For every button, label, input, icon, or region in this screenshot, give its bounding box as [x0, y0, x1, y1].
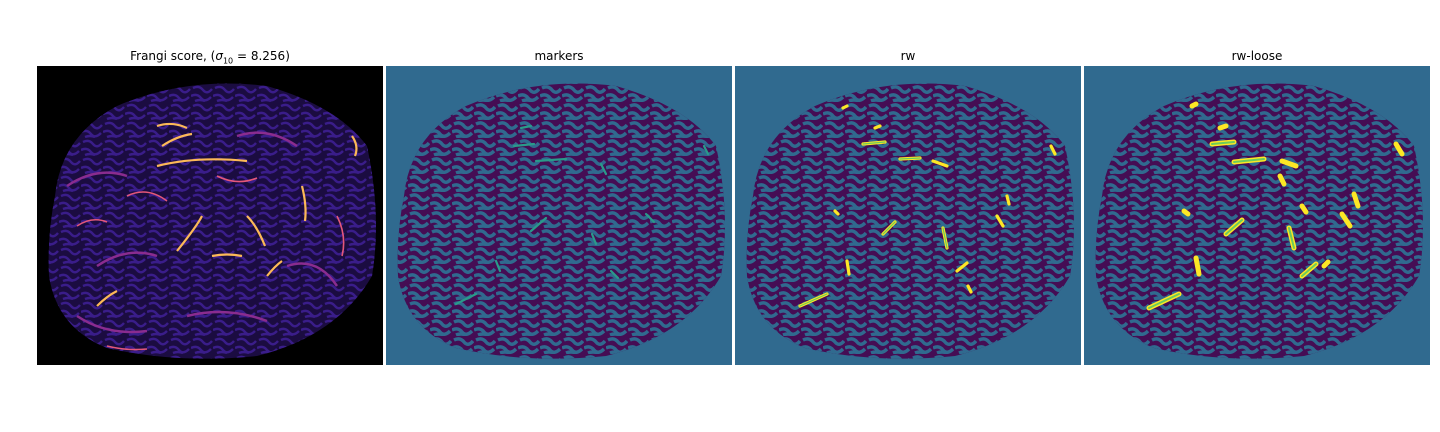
rw-image-panel: [735, 66, 1081, 365]
rw-loose-image: [1084, 66, 1430, 365]
frangi-image: [37, 66, 383, 365]
frangi-vessels: [96, 122, 358, 307]
rw-image: [735, 66, 1081, 365]
title-prefix: Frangi score, (: [130, 49, 216, 63]
title-subscript: 10: [222, 56, 234, 66]
marker-segments: [454, 124, 710, 306]
rw-loose-image-panel: [1084, 66, 1430, 365]
panel-title-rw-loose: rw-loose: [1231, 49, 1283, 63]
markers-image-panel: [386, 66, 732, 365]
title-suffix: = 8.256): [233, 49, 290, 63]
frangi-image-panel: [37, 66, 383, 365]
panel-title-frangi: Frangi score, (σ10 = 8.256): [37, 48, 383, 69]
title-sigma: σ: [215, 49, 223, 63]
markers-image: [386, 66, 732, 365]
panel-title-rw: rw: [900, 49, 916, 63]
panel-title-markers: markers: [534, 49, 584, 63]
